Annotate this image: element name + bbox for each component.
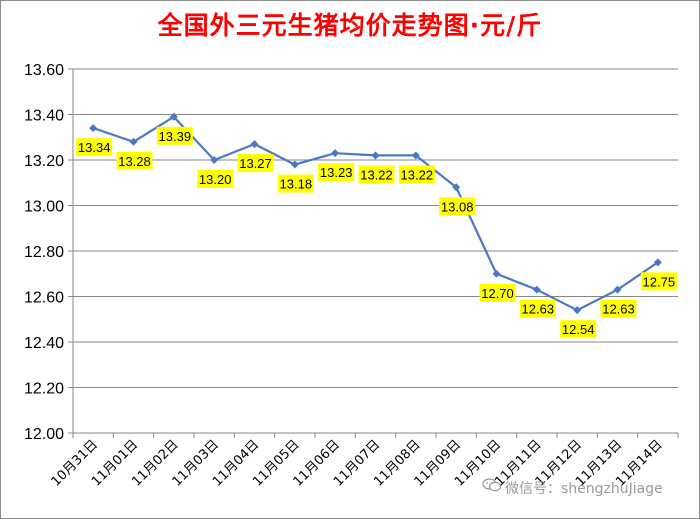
data-label: 12.70 bbox=[481, 286, 514, 301]
data-label-bg bbox=[640, 272, 677, 291]
chart-title: 全国外三元生猪均价走势图·元/斤 bbox=[157, 11, 543, 40]
series-line bbox=[92, 115, 659, 312]
data-point bbox=[89, 124, 98, 133]
y-tick-label: 12.40 bbox=[24, 335, 64, 352]
data-point bbox=[411, 151, 420, 160]
data-label-bg bbox=[237, 154, 274, 173]
data-point bbox=[250, 140, 259, 149]
data-label: 13.34 bbox=[78, 140, 111, 155]
data-label: 13.20 bbox=[199, 172, 232, 187]
y-tick-label: 12.60 bbox=[24, 290, 64, 307]
data-point bbox=[371, 151, 380, 160]
wechat-icon bbox=[482, 478, 502, 495]
data-point bbox=[210, 156, 219, 164]
data-label-bg bbox=[439, 197, 476, 216]
y-tick-label: 12.80 bbox=[24, 244, 64, 261]
data-label-bg bbox=[479, 283, 516, 302]
data-point bbox=[331, 149, 340, 158]
data-label: 12.54 bbox=[562, 322, 595, 337]
y-tick-label: 13.40 bbox=[24, 108, 64, 125]
data-label: 13.27 bbox=[239, 156, 272, 171]
data-label: 13.22 bbox=[401, 167, 434, 182]
data-label-bg bbox=[519, 299, 556, 318]
data-label: 13.08 bbox=[441, 199, 474, 214]
data-label-bg bbox=[358, 165, 395, 184]
y-tick-label: 12.20 bbox=[24, 381, 64, 398]
data-label-bg bbox=[197, 170, 234, 188]
data-label-bg bbox=[318, 163, 355, 182]
watermark: 微信号：shengzhuJiage bbox=[482, 478, 663, 498]
data-label-bg bbox=[156, 126, 193, 145]
data-point bbox=[573, 306, 582, 315]
data-label: 13.18 bbox=[280, 177, 313, 192]
data-point bbox=[613, 285, 622, 294]
data-point bbox=[290, 160, 299, 169]
y-tick-label: 12.00 bbox=[24, 426, 64, 443]
data-label: 13.22 bbox=[360, 167, 393, 182]
y-tick-label: 13.20 bbox=[24, 153, 64, 170]
data-label: 12.63 bbox=[522, 302, 555, 317]
watermark-text: 微信号：shengzhuJiage bbox=[505, 481, 663, 497]
data-point bbox=[169, 112, 178, 121]
data-point bbox=[532, 285, 541, 294]
data-point bbox=[452, 183, 461, 192]
y-tick-label: 13.60 bbox=[24, 62, 64, 79]
data-label-bg bbox=[600, 299, 637, 318]
data-label-bg bbox=[76, 138, 113, 157]
data-label: 13.23 bbox=[320, 165, 353, 180]
data-label-bg bbox=[277, 174, 314, 193]
data-point bbox=[653, 258, 662, 267]
data-label-bg bbox=[116, 151, 153, 170]
data-label-bg bbox=[560, 320, 597, 339]
data-point bbox=[129, 137, 138, 146]
data-label-bg bbox=[398, 165, 435, 184]
data-label: 12.75 bbox=[643, 274, 676, 289]
y-tick-label: 13.00 bbox=[24, 199, 64, 216]
data-label: 12.63 bbox=[602, 302, 635, 317]
data-label: 13.39 bbox=[159, 129, 192, 144]
data-label: 13.28 bbox=[118, 154, 151, 169]
data-point bbox=[492, 269, 501, 278]
